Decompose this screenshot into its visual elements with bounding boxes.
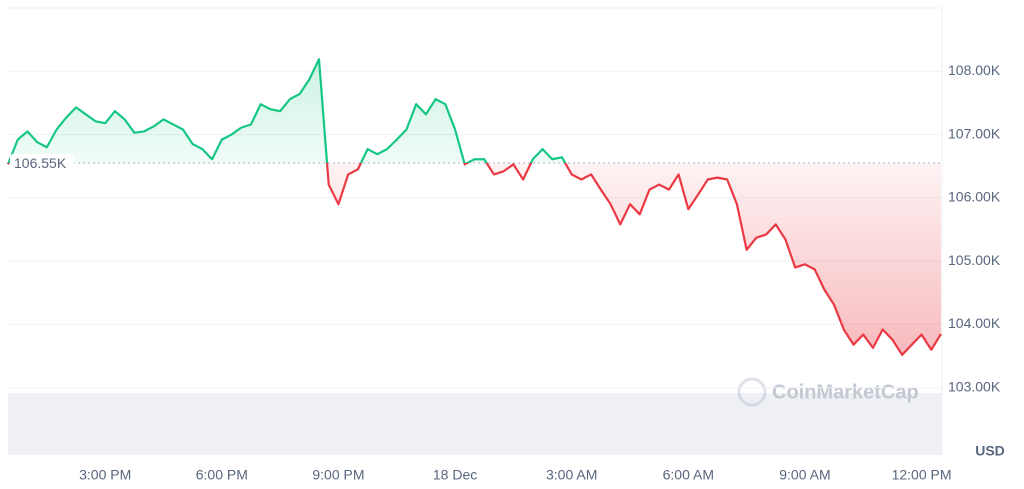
y-tick-label: 108.00K xyxy=(948,62,1001,78)
x-tick-label: 9:00 PM xyxy=(312,467,364,483)
area xyxy=(8,59,941,355)
y-tick-label: 104.00K xyxy=(948,315,1001,331)
y-tick-label: 105.00K xyxy=(948,252,1001,268)
watermark: CoinMarketCap xyxy=(772,381,919,403)
baseline-label-bg xyxy=(10,154,74,173)
x-tick-label: 9:00 AM xyxy=(779,467,830,483)
watermark-logo xyxy=(737,377,767,407)
x-tick-label: 3:00 AM xyxy=(546,467,597,483)
y-tick-label: 107.00K xyxy=(948,125,1001,141)
baseline-label: 106.55K xyxy=(14,155,67,171)
y-tick-label: 106.00K xyxy=(948,189,1001,205)
volume-band xyxy=(8,393,942,455)
y-tick-label: 103.00K xyxy=(948,378,1001,394)
x-tick-label: 6:00 AM xyxy=(663,467,714,483)
x-tick-label: 3:00 PM xyxy=(79,467,131,483)
x-tick-label: 6:00 PM xyxy=(196,467,248,483)
y-axis-label: USD xyxy=(975,443,1005,459)
price-line xyxy=(6,58,942,356)
x-tick-label: 12:00 PM xyxy=(892,467,952,483)
x-tick-label: 18 Dec xyxy=(433,467,477,483)
